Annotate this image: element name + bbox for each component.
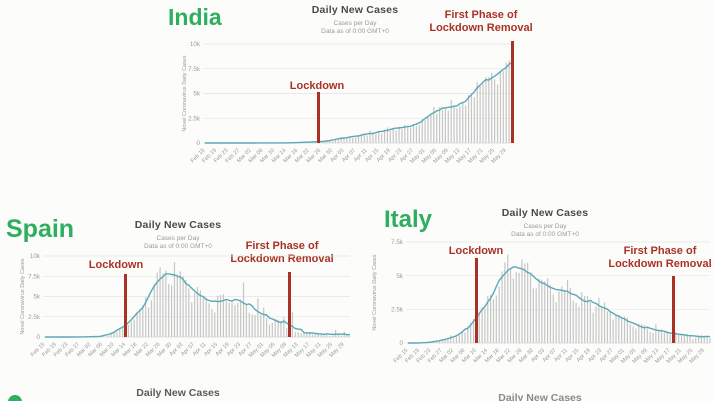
italy-plot: 7.5k 5k 2.5k 0 Novel Coronavirus Daily Cases… [372, 239, 711, 365]
removal-line [288, 272, 292, 337]
removal-label: First Phase of Lockdown Removal [608, 245, 712, 270]
y-tick-label: 5k [33, 294, 41, 301]
chart-title: Daily New Cases [311, 4, 399, 16]
chart-subtitle: Cases per Day [333, 20, 377, 27]
chart-subtitle: Cases per Day [156, 235, 200, 242]
trend-line [205, 61, 513, 144]
y-tick-label: 0 [36, 334, 40, 341]
chart-subtitle: Data as of 0:00 GMT+0 [511, 230, 579, 238]
lockdown-label: Lockdown [88, 259, 144, 271]
chart-subtitle: Data as of 0:00 GMT+0 [321, 27, 389, 35]
chart-subtitle: Cases per Day [523, 223, 567, 230]
lockdown-line [316, 92, 320, 143]
trend-line [45, 273, 351, 338]
lockdown-line [124, 274, 128, 337]
y-tick-label: 7.5k [391, 239, 404, 246]
y-tick-label: 7.5k [188, 66, 201, 73]
chart-subtitle: Data as of 0:00 GMT+0 [144, 242, 212, 250]
country-label-spain: Spain [6, 215, 75, 243]
y-tick-label: 0 [196, 140, 200, 147]
trend-line [408, 266, 711, 344]
removal-line [510, 41, 514, 143]
y-tick-label: 5k [396, 273, 404, 280]
chart-header-india: Daily New Cases Cases per Day Data as of… [312, 4, 398, 35]
chart-header-spain: Daily New Cases Cases per Day Data as of… [135, 219, 221, 250]
daily-bars [73, 262, 351, 337]
partial-chart-title-right: Daily New Cases [498, 392, 582, 401]
removal-label: First Phase of Lockdown Removal [429, 9, 533, 34]
partial-country-label [8, 395, 22, 401]
india-plot: 10k 7.5k 5k 2.5k 0 Novel Coronavirus Daily Ca… [182, 41, 513, 165]
y-tick-label: 7.5k [28, 273, 41, 280]
y-axis-title: Novel Coronavirus Daily Cases [182, 55, 188, 131]
lockdown-label: Lockdown [448, 245, 504, 257]
y-tick-label: 2.5k [188, 115, 201, 122]
spain-plot: 10k 7.5k 5k 2.5k 0 Novel Coronavirus Daily Ca… [20, 253, 351, 359]
y-axis-title: Novel Coronavirus Daily Cases [372, 254, 378, 330]
chart-title: Daily New Cases [134, 219, 222, 231]
lockdown-label: Lockdown [289, 80, 345, 92]
country-label-india: India [168, 4, 222, 30]
removal-line [671, 276, 675, 343]
chart-header-italy: Daily New Cases Cases per Day Data as of… [502, 207, 588, 238]
country-label-italy: Italy [384, 206, 433, 233]
y-tick-label: 2.5k [391, 307, 404, 314]
y-tick-label: 5k [193, 91, 201, 98]
chart-title: Daily New Cases [501, 207, 589, 219]
daily-bars [424, 254, 711, 343]
y-axis-title: Novel Coronavirus Daily Cases [20, 258, 26, 334]
lockdown-line [474, 258, 478, 343]
y-tick-label: 2.5k [28, 314, 41, 321]
y-tick-label: 0 [399, 340, 403, 347]
partial-chart-title-left: Daily New Cases [136, 387, 220, 399]
y-tick-label: 10k [190, 41, 201, 48]
y-tick-label: 10k [30, 253, 41, 260]
